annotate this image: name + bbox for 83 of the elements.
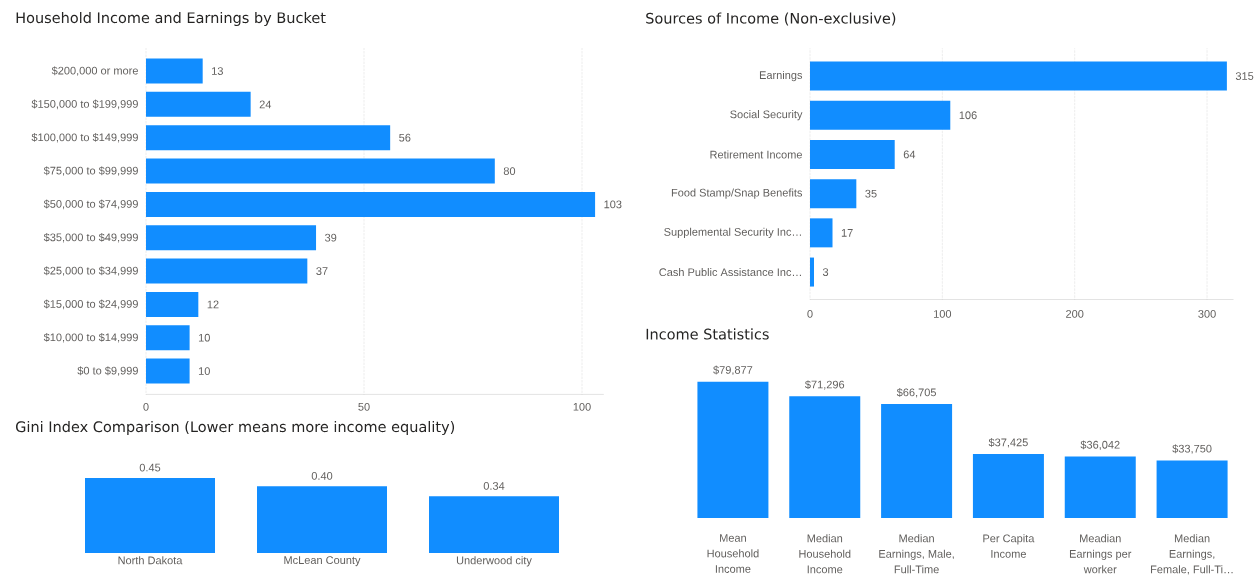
x-tick-label: 50 — [358, 402, 370, 411]
x-tick-label: Median Household Income — [799, 534, 851, 574]
data-label: 17 — [841, 229, 853, 237]
y-tick-label: $75,000 to $99,999 — [43, 166, 138, 176]
data-label: 0.34 — [483, 482, 505, 490]
data-label: 3 — [822, 268, 829, 276]
data-label: 56 — [399, 133, 411, 142]
bar — [146, 225, 317, 251]
data-label: $79,877 — [713, 365, 753, 376]
bar — [146, 358, 190, 384]
x-tick-label: 100 — [934, 310, 952, 318]
data-label: 103 — [604, 200, 622, 209]
y-tick-label: Cash Public Assistance Inc… — [659, 268, 801, 277]
x-tick-label: 100 — [573, 402, 591, 411]
bar — [810, 257, 814, 287]
x-tick-label: Per Capita Income — [983, 534, 1035, 558]
data-label: $71,296 — [805, 380, 845, 390]
bar — [146, 258, 308, 284]
x-tick-label: 200 — [1066, 310, 1084, 318]
x-tick-label: Median Earnings, Male, Full-Time — [879, 534, 954, 574]
data-label: 12 — [207, 300, 219, 309]
chart-title: Household Income and Earnings by Bucket — [16, 11, 326, 26]
y-tick-label: Retirement Income — [710, 150, 802, 159]
x-tick-label: Mean Household Income — [707, 534, 759, 573]
bar — [810, 218, 833, 248]
data-label: 10 — [198, 367, 210, 375]
bar — [697, 381, 769, 518]
data-label: 0.45 — [139, 463, 161, 472]
data-label: 13 — [212, 67, 223, 75]
data-label: 10 — [198, 333, 210, 342]
bar — [146, 291, 199, 317]
bar — [810, 139, 895, 169]
data-label: 37 — [316, 267, 328, 275]
y-tick-label: $50,000 to $74,999 — [43, 199, 138, 210]
data-label: $36,042 — [1080, 440, 1120, 450]
data-label: 80 — [503, 167, 516, 175]
bar — [810, 100, 951, 130]
bar — [146, 191, 596, 217]
data-label: $33,750 — [1172, 444, 1212, 454]
bar — [146, 91, 251, 117]
chart-title: Income Statistics — [646, 328, 769, 340]
x-tick-label: McLean County — [284, 556, 361, 567]
bar — [146, 325, 190, 351]
x-tick-label: 300 — [1198, 310, 1216, 318]
data-label: 64 — [903, 150, 916, 159]
y-tick-label: $15,000 to $24,999 — [43, 299, 138, 310]
x-tick-label: 0 — [143, 402, 149, 411]
data-label: 35 — [865, 189, 877, 198]
chart-title: Sources of Income (Non-exclusive) — [646, 12, 896, 26]
bar — [789, 396, 861, 518]
y-tick-label: $35,000 to $49,999 — [43, 232, 138, 243]
data-label: $66,705 — [896, 388, 936, 398]
data-label: 315 — [1235, 72, 1254, 80]
y-tick-label: $10,000 to $14,999 — [43, 332, 138, 343]
y-tick-label: $100,000 to $149,999 — [31, 132, 138, 143]
x-tick-label: North Dakota — [118, 556, 183, 565]
y-tick-label: Supplemental Security Inc… — [664, 227, 801, 238]
bar — [1156, 460, 1228, 518]
y-tick-label: $25,000 to $34,999 — [43, 266, 138, 276]
chart-title: Gini Index Comparison (Lower means more income equality) — [16, 420, 455, 436]
data-label: 0.40 — [311, 472, 333, 480]
bar — [810, 179, 857, 209]
y-tick-label: $0 to $9,999 — [77, 366, 138, 376]
bar — [146, 125, 391, 151]
data-label: $37,425 — [988, 438, 1028, 448]
data-label: 24 — [259, 100, 272, 109]
data-label: 39 — [325, 233, 337, 242]
data-label: 106 — [959, 111, 977, 120]
x-tick-label: Meadian Earnings per worker — [1069, 534, 1132, 574]
x-tick-label: Underwood city — [456, 556, 532, 567]
bar — [972, 454, 1044, 518]
y-tick-label: Earnings — [759, 70, 803, 82]
bar — [881, 404, 953, 518]
x-tick-label: Median Earnings, Female, Full-Ti… — [1151, 534, 1233, 575]
y-tick-label: Social Security — [730, 110, 803, 121]
bar — [146, 58, 203, 84]
y-tick-label: $200,000 or more — [51, 66, 138, 76]
bar — [810, 61, 1227, 91]
bar — [146, 158, 495, 184]
bar — [1064, 456, 1136, 518]
y-tick-label: $150,000 to $199,999 — [31, 99, 138, 110]
x-tick-label: 0 — [807, 310, 813, 318]
y-tick-label: Food Stamp/Snap Benefits — [671, 188, 803, 199]
